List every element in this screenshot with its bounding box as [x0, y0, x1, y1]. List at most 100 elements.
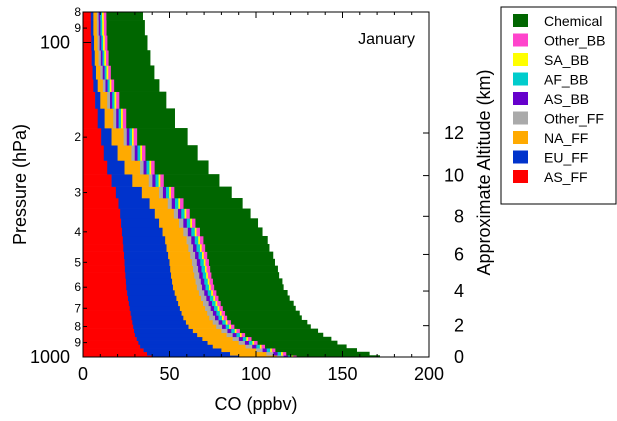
bar-segment [203, 251, 208, 260]
bar-segment [202, 284, 206, 291]
bar-segment [83, 336, 137, 341]
bar-segment [121, 218, 160, 228]
bar-segment [125, 278, 173, 285]
bar-segment [107, 91, 111, 109]
bar-segment [83, 235, 124, 245]
y-minor-tick-label: 7 [74, 301, 81, 315]
bar-segment [186, 218, 191, 228]
legend-swatch [513, 72, 528, 86]
bar-segment [83, 265, 126, 273]
bar-segment [107, 79, 110, 92]
bar-segment [170, 265, 194, 273]
bar-segment [83, 91, 96, 109]
bar-segment [118, 198, 150, 209]
bar-segment [215, 300, 218, 307]
bar-segment [172, 278, 196, 285]
bar-segment [172, 284, 198, 291]
bar-segment [181, 208, 185, 219]
x-tick-label: 0 [78, 364, 88, 384]
bar-segment [110, 65, 155, 80]
bar-segment [218, 319, 223, 325]
bar-segment [159, 186, 164, 199]
bar-segment [99, 35, 102, 51]
y-minor-tick-label: 5 [74, 255, 81, 269]
bar-segment [126, 108, 175, 129]
bar-segment [141, 145, 146, 161]
bar-segment [188, 244, 194, 252]
bar-segment [96, 20, 100, 36]
bar-segment [83, 300, 130, 307]
bar-segment [221, 315, 224, 321]
bar-segment [136, 336, 203, 341]
bar-segment [83, 290, 128, 296]
bar-segment [83, 128, 102, 146]
bar-segment [83, 208, 121, 219]
bar-segment [216, 290, 288, 296]
bar-segment [116, 108, 119, 129]
bar-segment [190, 218, 193, 228]
bar-segment [205, 244, 270, 252]
bar-segment [215, 315, 219, 321]
bar-segment [175, 198, 179, 209]
y2-tick-label: 2 [454, 316, 464, 336]
bar-segment [195, 218, 259, 228]
bar-segment [103, 12, 107, 21]
bar-segment [122, 235, 166, 245]
bar-segment [83, 79, 94, 92]
bar-segment [140, 344, 214, 349]
bar-segment [211, 290, 214, 296]
bar-segment [97, 108, 105, 129]
bar-segment [108, 65, 112, 80]
legend-label: Other_BB [544, 33, 605, 49]
y2-tick-label: 6 [454, 244, 464, 264]
bar-segment [118, 108, 122, 129]
bar-segment [106, 65, 109, 80]
y-minor-tick-label: 9 [74, 21, 81, 35]
bar-segment [107, 35, 148, 51]
bar-segment [83, 340, 139, 345]
bar-segment [83, 12, 92, 21]
bar-segment [202, 251, 205, 260]
bar-segment [123, 128, 128, 146]
bar-segment [83, 284, 127, 291]
bar-segment [216, 324, 223, 329]
bar-segment [276, 355, 284, 358]
y2-tick-label: 0 [454, 347, 464, 367]
bar-segment [102, 50, 105, 66]
bar-segment [196, 284, 203, 291]
bar-segment [223, 315, 228, 321]
bar-segment [296, 355, 380, 358]
bar-segment [120, 208, 156, 219]
y-minor-tick-label: 4 [74, 225, 81, 239]
bar-segment [131, 145, 136, 161]
bar-segment [209, 278, 214, 285]
bar-segment [83, 186, 117, 199]
bar-segment [83, 278, 127, 285]
bar-segment [83, 65, 93, 80]
bar-segment [212, 344, 246, 349]
x-tick-label: 50 [159, 364, 179, 384]
y-axis-pressure: 100 1000 8 9 2 3 4 5 6 7 8 9 [30, 5, 91, 367]
bar-segment [106, 12, 143, 21]
bar-segment [83, 174, 112, 187]
bar-segment [83, 310, 131, 316]
bar-segment [91, 35, 95, 51]
bar-segment [242, 336, 247, 341]
series-af-bb [100, 12, 292, 358]
bar-segment [124, 258, 170, 266]
legend-entry: Other_BB [513, 33, 605, 49]
bar-segment [127, 295, 177, 302]
bar-segment [112, 91, 115, 109]
bar-segment [206, 272, 209, 279]
bar-segment [98, 20, 101, 36]
legend-swatch [513, 33, 528, 47]
bar-segment [194, 235, 199, 245]
bar-segment [101, 35, 104, 51]
bar-segment [266, 351, 274, 356]
bar-segment [185, 319, 214, 325]
bar-segment [106, 50, 109, 66]
bar-segment [207, 251, 274, 260]
bar-segment [83, 160, 108, 175]
bar-segment [227, 315, 302, 321]
